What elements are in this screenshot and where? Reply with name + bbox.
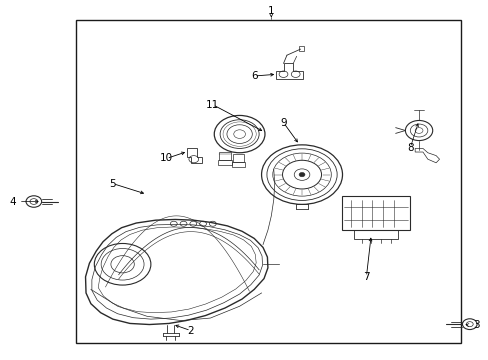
Text: 6: 6 [250, 71, 257, 81]
Text: 5: 5 [109, 179, 116, 189]
Text: 7: 7 [363, 272, 369, 282]
Circle shape [299, 172, 305, 177]
Text: 3: 3 [472, 320, 478, 330]
Text: 8: 8 [406, 143, 413, 153]
Text: 4: 4 [10, 197, 16, 207]
Text: 10: 10 [160, 153, 173, 163]
Text: 11: 11 [206, 100, 219, 110]
Text: 2: 2 [187, 325, 194, 336]
Text: 9: 9 [280, 118, 286, 128]
Bar [76, 21, 461, 343]
Text: 1: 1 [267, 6, 274, 17]
